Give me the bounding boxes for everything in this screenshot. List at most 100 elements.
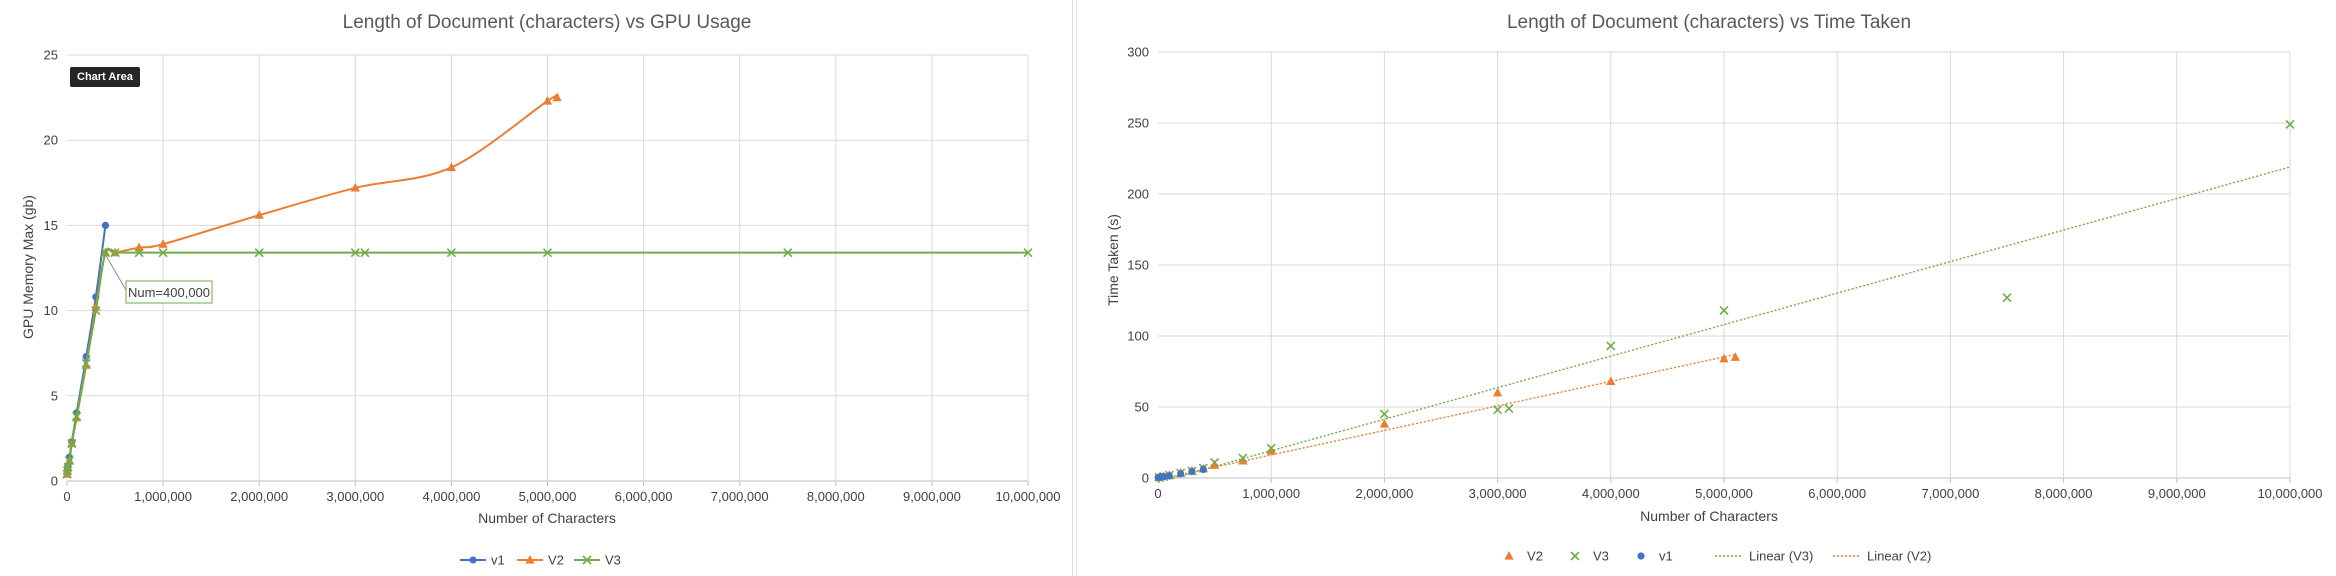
x-tick-label: 5,000,000 [1695, 486, 1753, 501]
data-point-v3 [350, 248, 360, 258]
legend-marker-v2 [1504, 551, 1514, 560]
chart-gpu-usage[interactable]: Length of Document (characters) vs GPU U… [0, 0, 1070, 576]
legend-label-v1: v1 [491, 553, 505, 568]
y-tick-label: 300 [1127, 45, 1149, 60]
data-point-v3 [158, 248, 168, 258]
legend-label-v3: V3 [1593, 549, 1609, 564]
data-point-v3 [1023, 248, 1033, 258]
data-point-v3 [254, 248, 264, 258]
x-tick-label: 0 [63, 489, 70, 504]
data-point-v3 [100, 248, 111, 258]
data-point-v3 [2285, 119, 2295, 129]
series-line-v3 [66, 247, 1028, 475]
data-point-v2 [1730, 352, 1740, 361]
annotation-text: Num=400,000 [128, 285, 210, 300]
x-tick-label: 1,000,000 [1242, 486, 1300, 501]
chart-time-taken[interactable]: Length of Document (characters) vs Time … [1085, 0, 2336, 576]
data-point-v3 [1210, 457, 1220, 467]
legend-label-linear-v3-: Linear (V3) [1749, 549, 1813, 564]
legend-marker-v1 [469, 556, 477, 564]
data-point-v2 [1606, 376, 1616, 386]
x-tick-label: 3,000,000 [326, 489, 384, 504]
data-point-v3 [64, 455, 74, 466]
data-point-v3 [134, 248, 144, 258]
x-tick-label: 6,000,000 [615, 489, 673, 504]
data-point-v2 [542, 96, 553, 105]
annotation-box [125, 280, 213, 304]
annotation-leader [105, 254, 127, 291]
data-point-v3 [81, 358, 91, 368]
data-point-v2 [1379, 419, 1389, 428]
x-tick-label: 5,000,000 [519, 489, 577, 504]
data-point-v2 [254, 210, 264, 219]
series-v2 [1154, 352, 1740, 481]
x-tick-label: 9,000,000 [903, 489, 961, 504]
data-point-v3 [63, 462, 73, 472]
y-axis-title: GPU Memory Max (gb) [20, 195, 36, 339]
data-point-v2 [1210, 460, 1220, 469]
data-point-v3 [110, 248, 120, 258]
legend-marker-v3 [582, 555, 592, 565]
chart-gpu-usage-svg: Length of Document (characters) vs GPU U… [20, 12, 1061, 568]
y-axis-title: Time Taken (s) [1105, 214, 1121, 306]
x-axis-title: Number of Characters [1640, 508, 1778, 524]
x-tick-label: 6,000,000 [1808, 486, 1866, 501]
data-point-v3 [1238, 453, 1248, 463]
data-point-v3 [91, 306, 101, 316]
data-point-v3 [62, 466, 73, 476]
data-point-v3 [1719, 305, 1729, 316]
data-point-v3 [2002, 293, 2012, 303]
data-point-v2 [446, 162, 456, 172]
data-point-v2 [1238, 455, 1248, 465]
y-tick-label: 0 [1142, 471, 1149, 486]
data-point-v2 [134, 242, 144, 252]
y-tick-label: 150 [1127, 258, 1149, 273]
x-tick-label: 4,000,000 [1582, 486, 1640, 501]
y-tick-label: 0 [51, 474, 58, 489]
trendline-linear-v2- [1157, 353, 1736, 481]
data-point-v2 [552, 92, 562, 102]
vertical-ruler [1076, 0, 1085, 576]
data-point-v2 [1266, 446, 1276, 455]
data-point-v3 [1504, 403, 1514, 413]
x-tick-label: 0 [1154, 486, 1161, 501]
data-point-v1 [1199, 465, 1207, 474]
x-tick-label: 8,000,000 [807, 489, 865, 504]
data-point-v1 [1160, 472, 1168, 481]
legend-marker-v3 [1570, 551, 1580, 561]
x-tick-label: 9,000,000 [2148, 486, 2206, 501]
x-tick-label: 3,000,000 [1469, 486, 1527, 501]
y-tick-label: 100 [1127, 329, 1149, 344]
legend-label-v3: V3 [605, 553, 621, 568]
series-v1 [63, 221, 110, 477]
y-tick-label: 25 [44, 48, 58, 63]
y-tick-label: 15 [44, 218, 58, 233]
data-point-v2 [158, 239, 168, 248]
legend-label-v2: V2 [548, 553, 564, 568]
legend-label-v2: V2 [1527, 549, 1543, 564]
x-tick-label: 7,000,000 [711, 489, 769, 504]
x-axis-title: Number of Characters [478, 510, 616, 526]
legend-label-v1: v1 [1659, 549, 1673, 564]
y-tick-label: 10 [44, 303, 58, 318]
data-point-v1 [1188, 468, 1196, 476]
x-tick-label: 1,000,000 [134, 489, 192, 504]
x-tick-label: 2,000,000 [230, 489, 288, 504]
y-tick-label: 20 [44, 133, 58, 148]
x-tick-label: 10,000,000 [995, 489, 1060, 504]
legend-marker-v1 [1637, 552, 1645, 560]
y-tick-label: 5 [51, 388, 58, 403]
data-point-v2 [1719, 353, 1729, 363]
data-point-v3 [72, 411, 82, 421]
y-tick-label: 50 [1135, 400, 1149, 415]
chart-title: Length of Document (characters) vs GPU U… [343, 12, 752, 33]
data-point-v2 [350, 182, 360, 192]
series-v3 [62, 247, 1033, 479]
data-point-v3 [1379, 409, 1389, 419]
x-tick-label: 4,000,000 [422, 489, 480, 504]
data-point-v2 [1493, 387, 1503, 397]
data-point-v3 [67, 438, 77, 449]
x-tick-label: 10,000,000 [2257, 486, 2322, 501]
data-point-v3 [1606, 341, 1616, 351]
series-v1 [1154, 465, 1207, 482]
